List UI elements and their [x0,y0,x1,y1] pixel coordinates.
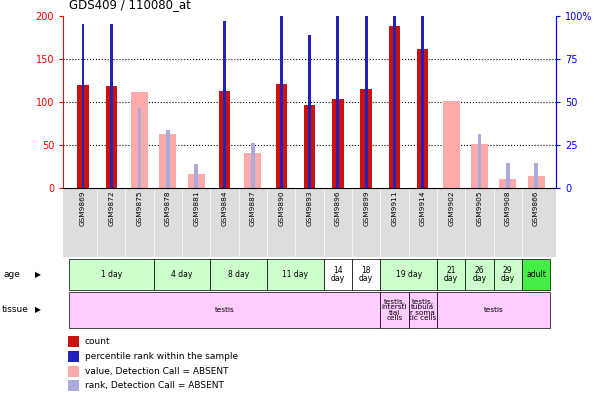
Bar [280,9,282,188]
Bar [78,85,88,188]
Text: testis: testis [484,307,504,313]
Bar [106,86,117,188]
Bar [380,259,437,290]
Bar [304,105,315,188]
Bar [251,143,255,188]
Bar [154,259,210,290]
Text: GSM9893: GSM9893 [307,190,313,226]
Bar [534,163,538,188]
Text: GSM9869: GSM9869 [80,190,86,226]
Text: count: count [85,337,111,346]
Bar [68,336,79,347]
Text: value, Detection Call = ABSENT: value, Detection Call = ABSENT [85,367,228,376]
Text: GSM9890: GSM9890 [278,190,284,226]
Bar [138,108,141,188]
Text: GSM9881: GSM9881 [194,190,199,226]
Bar [471,144,488,188]
Text: GSM9887: GSM9887 [250,190,256,226]
Bar [352,259,380,290]
Bar [245,153,261,188]
Text: ▶: ▶ [35,305,41,314]
Bar [417,49,429,188]
Text: rank, Detection Call = ABSENT: rank, Detection Call = ABSENT [85,381,224,390]
Text: 14
day: 14 day [331,266,345,283]
Bar [166,129,169,188]
Bar [69,292,380,328]
Bar [361,89,372,188]
Bar [478,134,481,188]
Bar [267,259,324,290]
Text: GSM9896: GSM9896 [335,190,341,226]
Bar [365,11,368,188]
Bar [465,259,493,290]
Bar [223,21,226,188]
Text: testis,
intersti
tial
cells: testis, intersti tial cells [382,299,407,321]
Bar [421,0,424,188]
Text: GSM9908: GSM9908 [505,190,511,226]
Text: GSM9905: GSM9905 [477,190,483,226]
Text: GSM9884: GSM9884 [222,190,228,226]
Text: GSM9878: GSM9878 [165,190,171,226]
Bar [437,292,551,328]
Bar [528,176,545,188]
Bar [131,93,148,188]
Bar [68,351,79,362]
Bar [437,259,465,290]
Text: percentile rank within the sample: percentile rank within the sample [85,352,238,361]
Text: age: age [3,270,20,279]
Text: GSM9911: GSM9911 [391,190,397,226]
Bar [499,179,516,188]
Text: ▶: ▶ [35,270,41,279]
Bar [68,366,79,377]
Text: 18
day: 18 day [359,266,373,283]
Bar [194,164,198,188]
Text: testis,
tubula
r soma
tic cells: testis, tubula r soma tic cells [409,299,436,321]
Bar [82,25,84,188]
Bar [332,99,344,188]
Bar [188,174,205,188]
Bar [522,259,551,290]
Bar [110,25,112,188]
Bar [409,292,437,328]
Text: 29
day: 29 day [501,266,515,283]
Text: GSM9899: GSM9899 [363,190,369,226]
Bar [442,101,460,188]
Text: testis: testis [215,307,234,313]
Bar [308,35,311,188]
Bar [69,259,154,290]
Bar [275,84,287,188]
Bar [337,14,339,188]
Text: 4 day: 4 day [171,270,193,279]
Text: GSM9872: GSM9872 [108,190,114,226]
Text: 8 day: 8 day [228,270,249,279]
Text: GSM9914: GSM9914 [420,190,426,226]
Text: 26
day: 26 day [472,266,487,283]
Text: 19 day: 19 day [395,270,422,279]
Text: 11 day: 11 day [282,270,308,279]
Text: GSM9875: GSM9875 [136,190,142,226]
Text: GSM9866: GSM9866 [533,190,539,226]
Bar [219,91,230,188]
Bar [506,163,510,188]
Text: GDS409 / 110080_at: GDS409 / 110080_at [69,0,191,11]
Text: tissue: tissue [2,305,29,314]
Text: 1 day: 1 day [100,270,122,279]
Bar [324,259,352,290]
Bar [159,134,177,188]
Bar [380,292,409,328]
Bar [68,381,79,391]
Bar [210,259,267,290]
Text: 21
day: 21 day [444,266,458,283]
Text: adult: adult [526,270,546,279]
Text: GSM9902: GSM9902 [448,190,454,226]
Bar [389,26,400,188]
Bar [493,259,522,290]
Bar [393,0,396,188]
